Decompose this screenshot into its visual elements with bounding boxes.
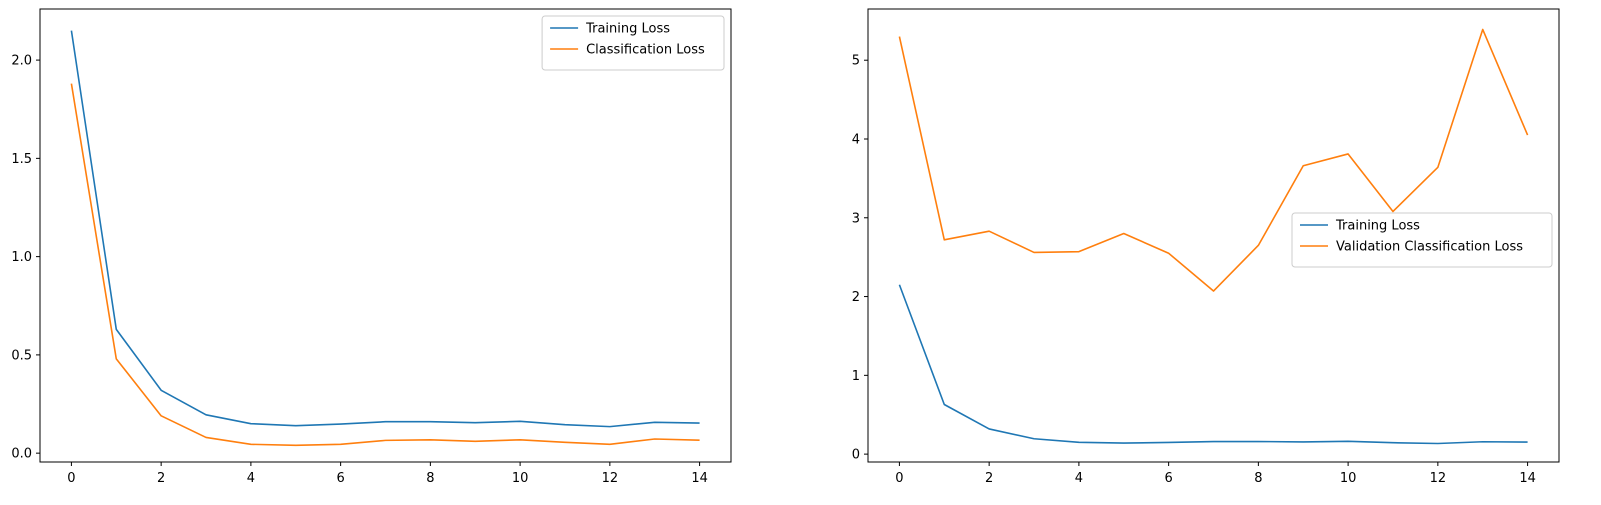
- y-tick-label: 0: [852, 448, 860, 463]
- x-tick-label: 10: [512, 471, 529, 486]
- legend-label: Training Loss: [1335, 219, 1420, 234]
- x-tick-label: 2: [157, 471, 165, 486]
- y-tick-label: 4: [852, 132, 860, 147]
- legend: Training Loss Classification Loss: [541, 15, 725, 71]
- x-tick-label: 14: [1519, 471, 1536, 486]
- legend-label: Training Loss: [585, 22, 670, 37]
- y-tick-label: 0.0: [11, 447, 32, 462]
- x-tick-label: 14: [691, 471, 708, 486]
- y-tick-label: 0.5: [11, 348, 32, 363]
- x-tick-label: 12: [1430, 471, 1447, 486]
- series-line-2: [898, 28, 1529, 292]
- legend-label: Validation Classification Loss: [1336, 240, 1523, 255]
- y-tick-label: 1: [852, 369, 860, 384]
- series-line-1: [898, 284, 1528, 445]
- y-tick-label: 2.0: [11, 54, 32, 69]
- series-line-2: [70, 83, 700, 447]
- y-tick-label: 2: [852, 290, 860, 305]
- x-tick-label: 0: [67, 471, 75, 486]
- chart-panel-1: 0 2 4 6 8 10 12 14 0.0 0.5 1.0 1.5 2.0 Training Loss C…: [11, 8, 732, 486]
- y-tick-label: 3: [852, 211, 860, 226]
- legend-label: Classification Loss: [586, 43, 705, 58]
- y-tick-label: 1.5: [11, 152, 32, 167]
- y-tick-label: 1.0: [11, 250, 32, 265]
- x-tick-label: 12: [602, 471, 619, 486]
- axes-frame: [867, 8, 1560, 463]
- x-tick-label: 2: [985, 471, 993, 486]
- legend-box: [541, 15, 725, 71]
- x-tick-label: 10: [1340, 471, 1357, 486]
- legend: Training Loss Validation Classification L…: [1291, 212, 1553, 268]
- x-tick-label: 6: [336, 471, 344, 486]
- x-tick-label: 8: [426, 471, 434, 486]
- x-tick-label: 4: [1075, 471, 1083, 486]
- y-tick-label: 5: [852, 54, 860, 69]
- legend-box: [1291, 212, 1553, 268]
- series-line-1: [70, 30, 700, 428]
- axes-frame: [39, 8, 732, 463]
- x-tick-label: 4: [247, 471, 255, 486]
- x-tick-label: 0: [895, 471, 903, 486]
- x-tick-label: 6: [1164, 471, 1172, 486]
- x-tick-label: 8: [1254, 471, 1262, 486]
